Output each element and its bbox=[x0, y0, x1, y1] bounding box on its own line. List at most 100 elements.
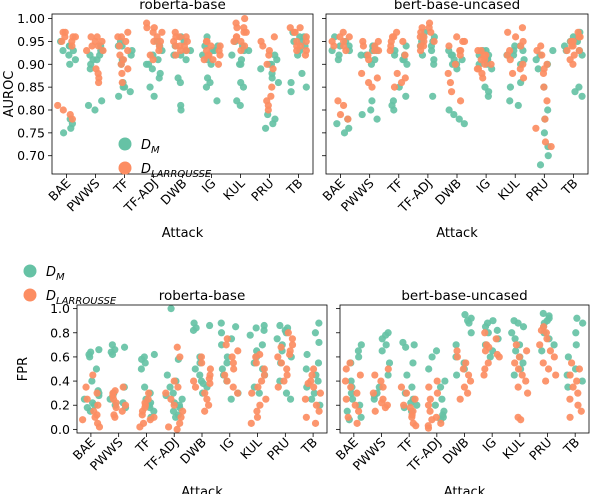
x-tick-label: IG bbox=[479, 435, 499, 455]
data-point bbox=[578, 377, 586, 385]
data-point bbox=[200, 56, 208, 64]
x-tick-label: KUL bbox=[495, 175, 523, 203]
data-point bbox=[532, 124, 540, 132]
data-point bbox=[298, 69, 306, 78]
data-point bbox=[237, 60, 245, 68]
data-point bbox=[543, 97, 551, 105]
data-point bbox=[455, 115, 463, 123]
data-point bbox=[190, 377, 198, 385]
data-point bbox=[310, 383, 318, 391]
data-point bbox=[202, 83, 211, 91]
data-point bbox=[506, 83, 515, 91]
data-point bbox=[209, 56, 217, 64]
data-point bbox=[390, 83, 399, 91]
data-point bbox=[143, 24, 151, 32]
data-point bbox=[538, 51, 546, 59]
data-point bbox=[182, 46, 190, 55]
data-point bbox=[464, 371, 473, 379]
data-point bbox=[344, 413, 352, 421]
data-point bbox=[345, 33, 353, 41]
data-point bbox=[517, 416, 525, 424]
data-point bbox=[511, 359, 519, 367]
data-point bbox=[437, 419, 445, 427]
data-point bbox=[67, 124, 75, 132]
data-point bbox=[136, 423, 144, 431]
data-point bbox=[452, 341, 460, 349]
legend-label: DM bbox=[46, 265, 65, 283]
data-point bbox=[333, 120, 341, 128]
y-tick-label: 0.85 bbox=[17, 80, 45, 95]
data-point bbox=[255, 389, 263, 397]
data-point bbox=[506, 56, 514, 64]
data-point bbox=[228, 353, 236, 361]
data-point bbox=[241, 14, 249, 23]
data-point bbox=[229, 383, 237, 391]
data-point bbox=[228, 51, 236, 59]
data-point bbox=[512, 33, 520, 41]
data-point bbox=[155, 46, 163, 55]
data-point bbox=[542, 377, 550, 385]
data-point bbox=[203, 37, 211, 46]
data-point bbox=[124, 65, 132, 73]
data-point bbox=[511, 42, 519, 50]
data-point bbox=[158, 28, 166, 36]
data-point bbox=[571, 88, 579, 96]
data-point bbox=[459, 37, 467, 46]
data-point bbox=[336, 110, 345, 119]
legend-label: DM bbox=[141, 138, 160, 156]
data-point bbox=[358, 110, 366, 119]
data-point bbox=[87, 33, 95, 41]
chart-title: bert-base-uncased bbox=[401, 288, 527, 304]
data-point bbox=[428, 416, 436, 424]
x-tick-label: TB bbox=[283, 176, 306, 199]
x-tick-label: PRU bbox=[248, 176, 277, 205]
data-point bbox=[430, 37, 438, 46]
data-point bbox=[167, 305, 175, 313]
data-point bbox=[179, 407, 187, 415]
data-point bbox=[514, 101, 522, 110]
points bbox=[54, 14, 310, 137]
data-point bbox=[178, 395, 186, 403]
data-point bbox=[566, 413, 574, 421]
points bbox=[341, 309, 587, 432]
data-point bbox=[369, 389, 377, 397]
data-point bbox=[240, 24, 248, 32]
data-point bbox=[579, 319, 587, 327]
data-point bbox=[402, 389, 411, 397]
data-point bbox=[353, 389, 361, 397]
data-point bbox=[88, 377, 96, 385]
data-point bbox=[566, 395, 574, 403]
data-point bbox=[261, 124, 270, 132]
data-point bbox=[368, 97, 376, 105]
data-point bbox=[213, 97, 221, 105]
legend-label: DLARROUSSE bbox=[46, 289, 117, 307]
data-point bbox=[447, 88, 456, 96]
data-point bbox=[460, 383, 469, 391]
data-point bbox=[93, 389, 101, 397]
data-point bbox=[436, 383, 445, 391]
data-point bbox=[446, 78, 455, 87]
x-tick-label: KUL bbox=[237, 434, 265, 462]
data-point bbox=[343, 407, 351, 415]
data-point bbox=[98, 97, 106, 105]
data-point bbox=[408, 383, 416, 391]
data-point bbox=[267, 92, 275, 100]
data-point bbox=[399, 37, 407, 46]
legend-marker bbox=[23, 264, 37, 278]
data-point bbox=[370, 395, 378, 403]
data-point bbox=[456, 97, 465, 105]
data-point bbox=[412, 422, 420, 430]
data-point bbox=[273, 335, 281, 343]
y-tick-label: 1.00 bbox=[17, 11, 45, 26]
data-point bbox=[514, 365, 523, 373]
data-point bbox=[453, 371, 461, 379]
data-point bbox=[461, 311, 469, 319]
data-point bbox=[573, 377, 581, 385]
data-point bbox=[378, 399, 386, 407]
data-point bbox=[456, 46, 464, 55]
data-point bbox=[65, 51, 73, 59]
y-tick-label: 0.95 bbox=[17, 34, 45, 49]
data-point bbox=[149, 28, 157, 36]
x-tick-label: PWWS bbox=[338, 175, 377, 214]
